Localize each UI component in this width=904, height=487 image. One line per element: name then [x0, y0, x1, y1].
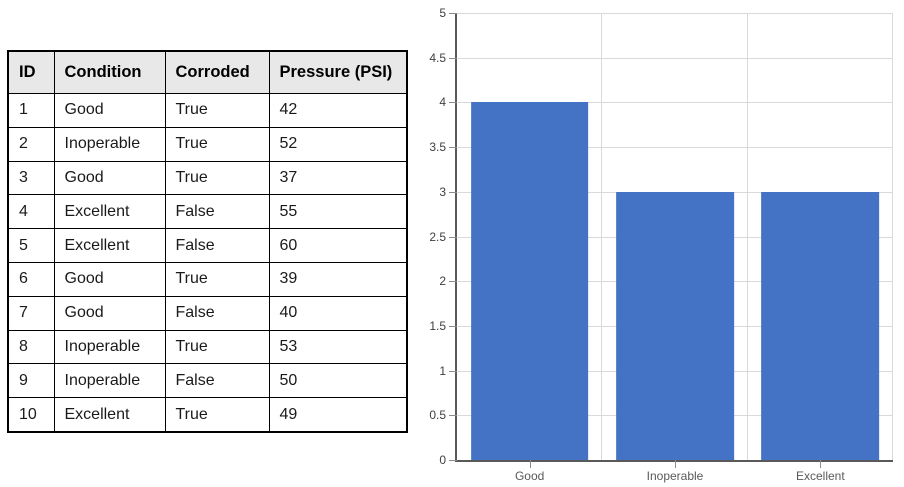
y-axis-tick-label: 5	[439, 6, 446, 20]
x-category-label: Excellent	[795, 469, 845, 483]
y-axis-tick-mark	[449, 325, 457, 327]
table-cell: Good	[53, 160, 166, 196]
table-cell: 10	[7, 397, 55, 433]
table-cell: False	[164, 295, 270, 331]
table-cell: 7	[7, 295, 55, 331]
table-cell: 8	[7, 329, 55, 365]
table-cell: 6	[7, 261, 55, 297]
table-cell: Excellent	[53, 228, 166, 263]
table-cell: 3	[7, 160, 55, 196]
table-cell: 37	[268, 160, 408, 196]
table-cell: 2	[7, 126, 55, 162]
table-row: 10 Excellent True 49	[7, 397, 408, 433]
table-row: 7 Good False 40	[7, 295, 408, 331]
x-axis-tick-mark	[820, 460, 822, 468]
x-axis-tick-mark	[529, 460, 531, 468]
table-cell: False	[164, 363, 270, 399]
bar-chart-plot-area: 0 0.5 1 1.5 2 2.5 3 3.5 4 4.5 5 Good Inoperable Excel…	[429, 7, 893, 482]
y-axis-tick-mark	[449, 147, 457, 149]
x-category-label: Good	[514, 469, 545, 483]
table-cell: Inoperable	[53, 126, 166, 162]
table-cell: True	[164, 329, 270, 365]
y-axis-tick-label: 0	[439, 453, 446, 467]
vertical-gridline	[892, 13, 893, 460]
table-cell: 40	[268, 295, 408, 331]
horizontal-gridline	[457, 147, 893, 149]
bar-inoperable	[616, 191, 734, 460]
y-axis-tick-label: 3	[439, 184, 446, 199]
column-header-pressure-psi: Pressure (PSI)	[268, 50, 408, 94]
y-axis-tick-mark	[449, 370, 457, 372]
table-cell: True	[164, 261, 270, 297]
table-cell: 50	[268, 363, 408, 399]
table-cell: Excellent	[53, 397, 166, 433]
y-axis-tick-label: 1.5	[429, 318, 446, 333]
y-axis-tick-mark	[449, 191, 457, 193]
horizontal-gridline	[457, 57, 893, 59]
column-header-condition: Condition	[53, 50, 166, 94]
column-header-corroded: Corroded	[164, 50, 270, 94]
y-axis-tick-label: 2.5	[429, 229, 446, 244]
bar-good	[470, 102, 589, 460]
vertical-gridline	[601, 13, 603, 460]
y-axis-tick-mark	[449, 13, 457, 14]
table-cell: Inoperable	[53, 329, 166, 365]
table-cell: Excellent	[53, 194, 166, 230]
table-row: 4 Excellent False 55	[7, 194, 408, 230]
table-cell: 9	[7, 363, 55, 399]
table-cell: 39	[268, 261, 408, 297]
x-category-label: Inoperable	[646, 469, 704, 483]
table-cell: False	[164, 194, 270, 230]
table-row: 1 Good True 42	[7, 93, 408, 128]
table-row: 6 Good True 39	[7, 261, 408, 297]
table-cell: 52	[268, 126, 408, 162]
table-cell: 53	[268, 329, 408, 365]
y-axis-tick-label: 3.5	[429, 140, 446, 155]
y-axis-tick-mark	[449, 460, 457, 461]
table-cell: 5	[7, 228, 55, 263]
table-cell: True	[164, 126, 270, 162]
horizontal-gridline	[457, 13, 893, 14]
pipe-data-table: ID Condition Corroded Pressure (PSI) 1 Good T…	[7, 50, 408, 433]
bar-excellent	[761, 191, 880, 460]
table-cell: True	[164, 397, 270, 433]
table-row: 9 Inoperable False 50	[7, 363, 408, 399]
y-axis-tick-mark	[449, 281, 457, 283]
y-axis-tick-mark	[449, 236, 457, 238]
table-cell: True	[164, 160, 270, 196]
table-cell: 1	[7, 93, 55, 128]
table-cell: Good	[53, 93, 166, 128]
table-cell: Good	[53, 261, 166, 297]
table-row: 3 Good True 37	[7, 160, 408, 196]
y-axis-tick-mark	[449, 102, 457, 104]
x-axis-tick-mark	[675, 460, 676, 468]
vertical-gridline	[746, 13, 748, 460]
table-cell: True	[164, 93, 270, 128]
y-axis-tick-label: 2	[439, 274, 446, 289]
column-header-id: ID	[7, 50, 55, 94]
table-cell: False	[164, 228, 270, 263]
table-header-row: ID Condition Corroded Pressure (PSI)	[7, 50, 408, 94]
table-cell: 60	[268, 228, 408, 263]
table-cell: 55	[268, 194, 408, 230]
table-cell: 49	[268, 397, 408, 433]
y-axis-tick-mark	[449, 415, 457, 417]
y-axis-tick-label: 0.5	[429, 408, 446, 423]
y-axis-tick-label: 4.5	[429, 50, 446, 65]
horizontal-gridline	[457, 102, 893, 104]
table-row: 8 Inoperable True 53	[7, 329, 408, 365]
table-cell: 4	[7, 194, 55, 230]
y-axis-tick-label: 4	[439, 95, 446, 110]
y-axis-tick-mark	[449, 57, 457, 59]
table-row: 2 Inoperable True 52	[7, 126, 408, 162]
table-row: 5 Excellent False 60	[7, 228, 408, 263]
table-cell: Good	[53, 295, 166, 331]
table-cell: Inoperable	[53, 363, 166, 399]
table-cell: 42	[268, 93, 408, 128]
y-axis-tick-label: 1	[439, 363, 446, 378]
